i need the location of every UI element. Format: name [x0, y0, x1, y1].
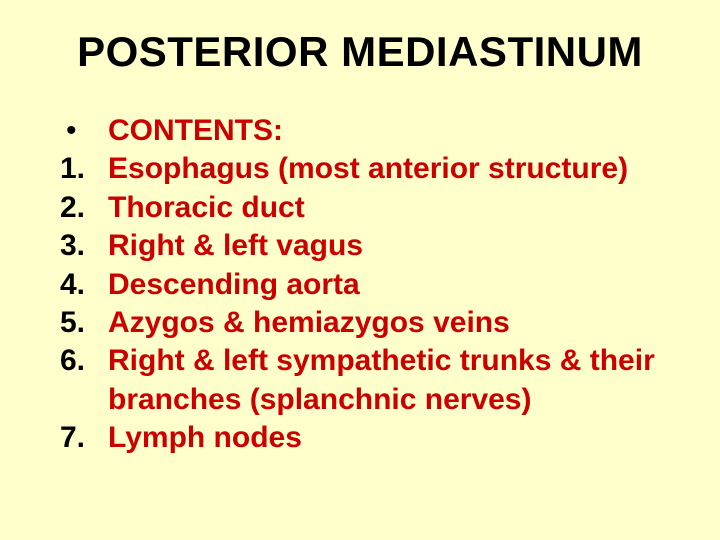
list-item-text: Esophagus (most anterior structure)	[108, 150, 672, 188]
list-item-text: Descending aorta	[108, 266, 672, 304]
list-item: • CONTENTS:	[60, 112, 672, 150]
list-item-text: Lymph nodes	[108, 419, 672, 457]
list-item: 5. Azygos & hemiazygos veins	[60, 304, 672, 342]
number-marker: 5.	[60, 304, 108, 342]
list-item: 7. Lymph nodes	[60, 419, 672, 457]
number-marker: 2.	[60, 189, 108, 227]
list-item: 3. Right & left vagus	[60, 227, 672, 265]
list-item: 1. Esophagus (most anterior structure)	[60, 150, 672, 188]
list-item: 6. Right & left sympathetic trunks & the…	[60, 342, 672, 419]
list-item-text: Right & left vagus	[108, 227, 672, 265]
slide-content: • CONTENTS: 1. Esophagus (most anterior …	[48, 112, 672, 458]
slide-title: POSTERIOR MEDIASTINUM	[48, 28, 672, 76]
list-item: 2. Thoracic duct	[60, 189, 672, 227]
list-item-text: Thoracic duct	[108, 189, 672, 227]
number-marker: 3.	[60, 227, 108, 265]
list-item-text: Azygos & hemiazygos veins	[108, 304, 672, 342]
list-item-text: CONTENTS:	[108, 112, 672, 150]
number-marker: 7.	[60, 419, 108, 457]
number-marker: 1.	[60, 150, 108, 188]
list-item: 4. Descending aorta	[60, 266, 672, 304]
number-marker: 4.	[60, 266, 108, 304]
number-marker: 6.	[60, 342, 108, 380]
list-item-text: Right & left sympathetic trunks & their …	[108, 342, 672, 419]
bullet-marker: •	[60, 112, 108, 150]
